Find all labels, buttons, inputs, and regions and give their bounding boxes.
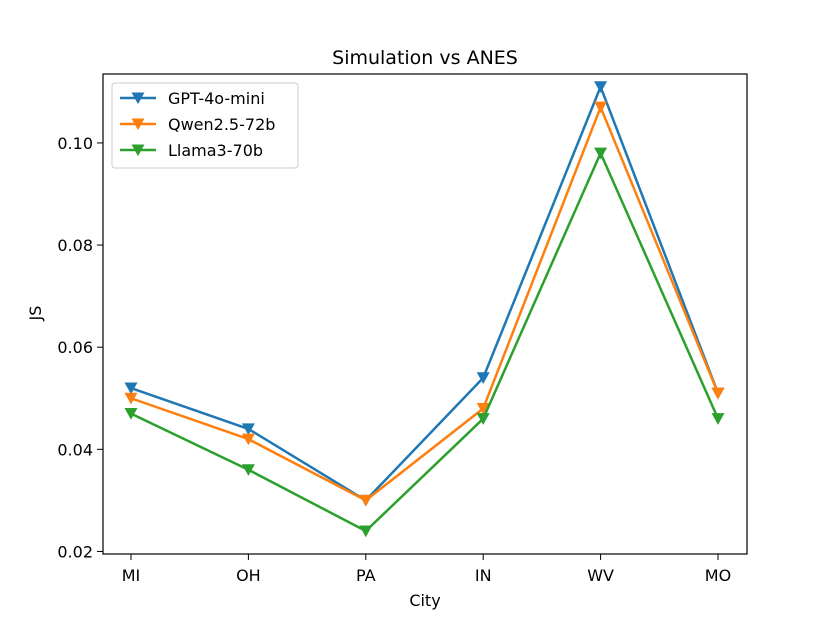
legend-box [111, 82, 299, 169]
x-tick-label: WV [587, 566, 614, 585]
plot-area [124, 81, 725, 538]
data-point-marker [241, 423, 255, 436]
x-tick-label: PA [356, 566, 376, 585]
x-tick-label: MO [705, 566, 731, 585]
series-line-1 [130, 85, 720, 502]
data-point-marker [241, 464, 255, 476]
legend-marker [131, 92, 145, 105]
data-point-marker [594, 101, 608, 114]
data-point-marker [124, 408, 138, 420]
data-point-marker [476, 413, 490, 425]
data-point-marker [124, 392, 138, 405]
legend-label: Qwen2.5-72b [168, 115, 275, 134]
legend-label: GPT-4o-mini [168, 89, 265, 108]
y-tick-label: 0.02 [57, 542, 93, 561]
x-axis-label: City [409, 591, 440, 610]
data-point-marker [476, 372, 490, 385]
data-point-marker [594, 81, 608, 93]
y-tick-label: 0.08 [57, 236, 93, 255]
y-tick-label: 0.06 [57, 338, 93, 357]
x-tick-label: MI [122, 566, 141, 585]
y-tick-label: 0.10 [57, 134, 93, 153]
y-axis: 0.02 0.04 0.06 0.08 0.10 [57, 134, 103, 561]
chart-title: Simulation vs ANES [332, 47, 518, 69]
y-axis-label: JS [26, 306, 45, 322]
x-axis: MI OH PA IN WV MO [122, 554, 731, 585]
series-line-2 [130, 105, 720, 502]
legend-label: Llama3-70b [168, 141, 263, 160]
data-point-marker [241, 433, 255, 446]
y-tick-label: 0.04 [57, 440, 93, 459]
data-point-marker [594, 147, 608, 160]
legend-entry: Qwen2.5-72b [120, 115, 275, 134]
series-line-3 [130, 151, 720, 533]
legend: GPT-4o-mini Qwen2.5-72b Llama3-70b [111, 82, 299, 169]
data-point-marker [124, 382, 138, 395]
data-point-marker [711, 413, 725, 425]
data-point-marker [711, 387, 725, 400]
data-point-marker [476, 402, 490, 415]
legend-marker [131, 144, 145, 157]
x-tick-label: IN [475, 566, 492, 585]
axes-frame [102, 73, 748, 555]
x-tick-label: OH [236, 566, 261, 585]
data-point-marker [359, 525, 373, 538]
legend-entry: Llama3-70b [120, 141, 263, 160]
legend-marker [131, 118, 145, 131]
data-point-marker [359, 494, 373, 507]
legend-entry: GPT-4o-mini [120, 89, 265, 108]
